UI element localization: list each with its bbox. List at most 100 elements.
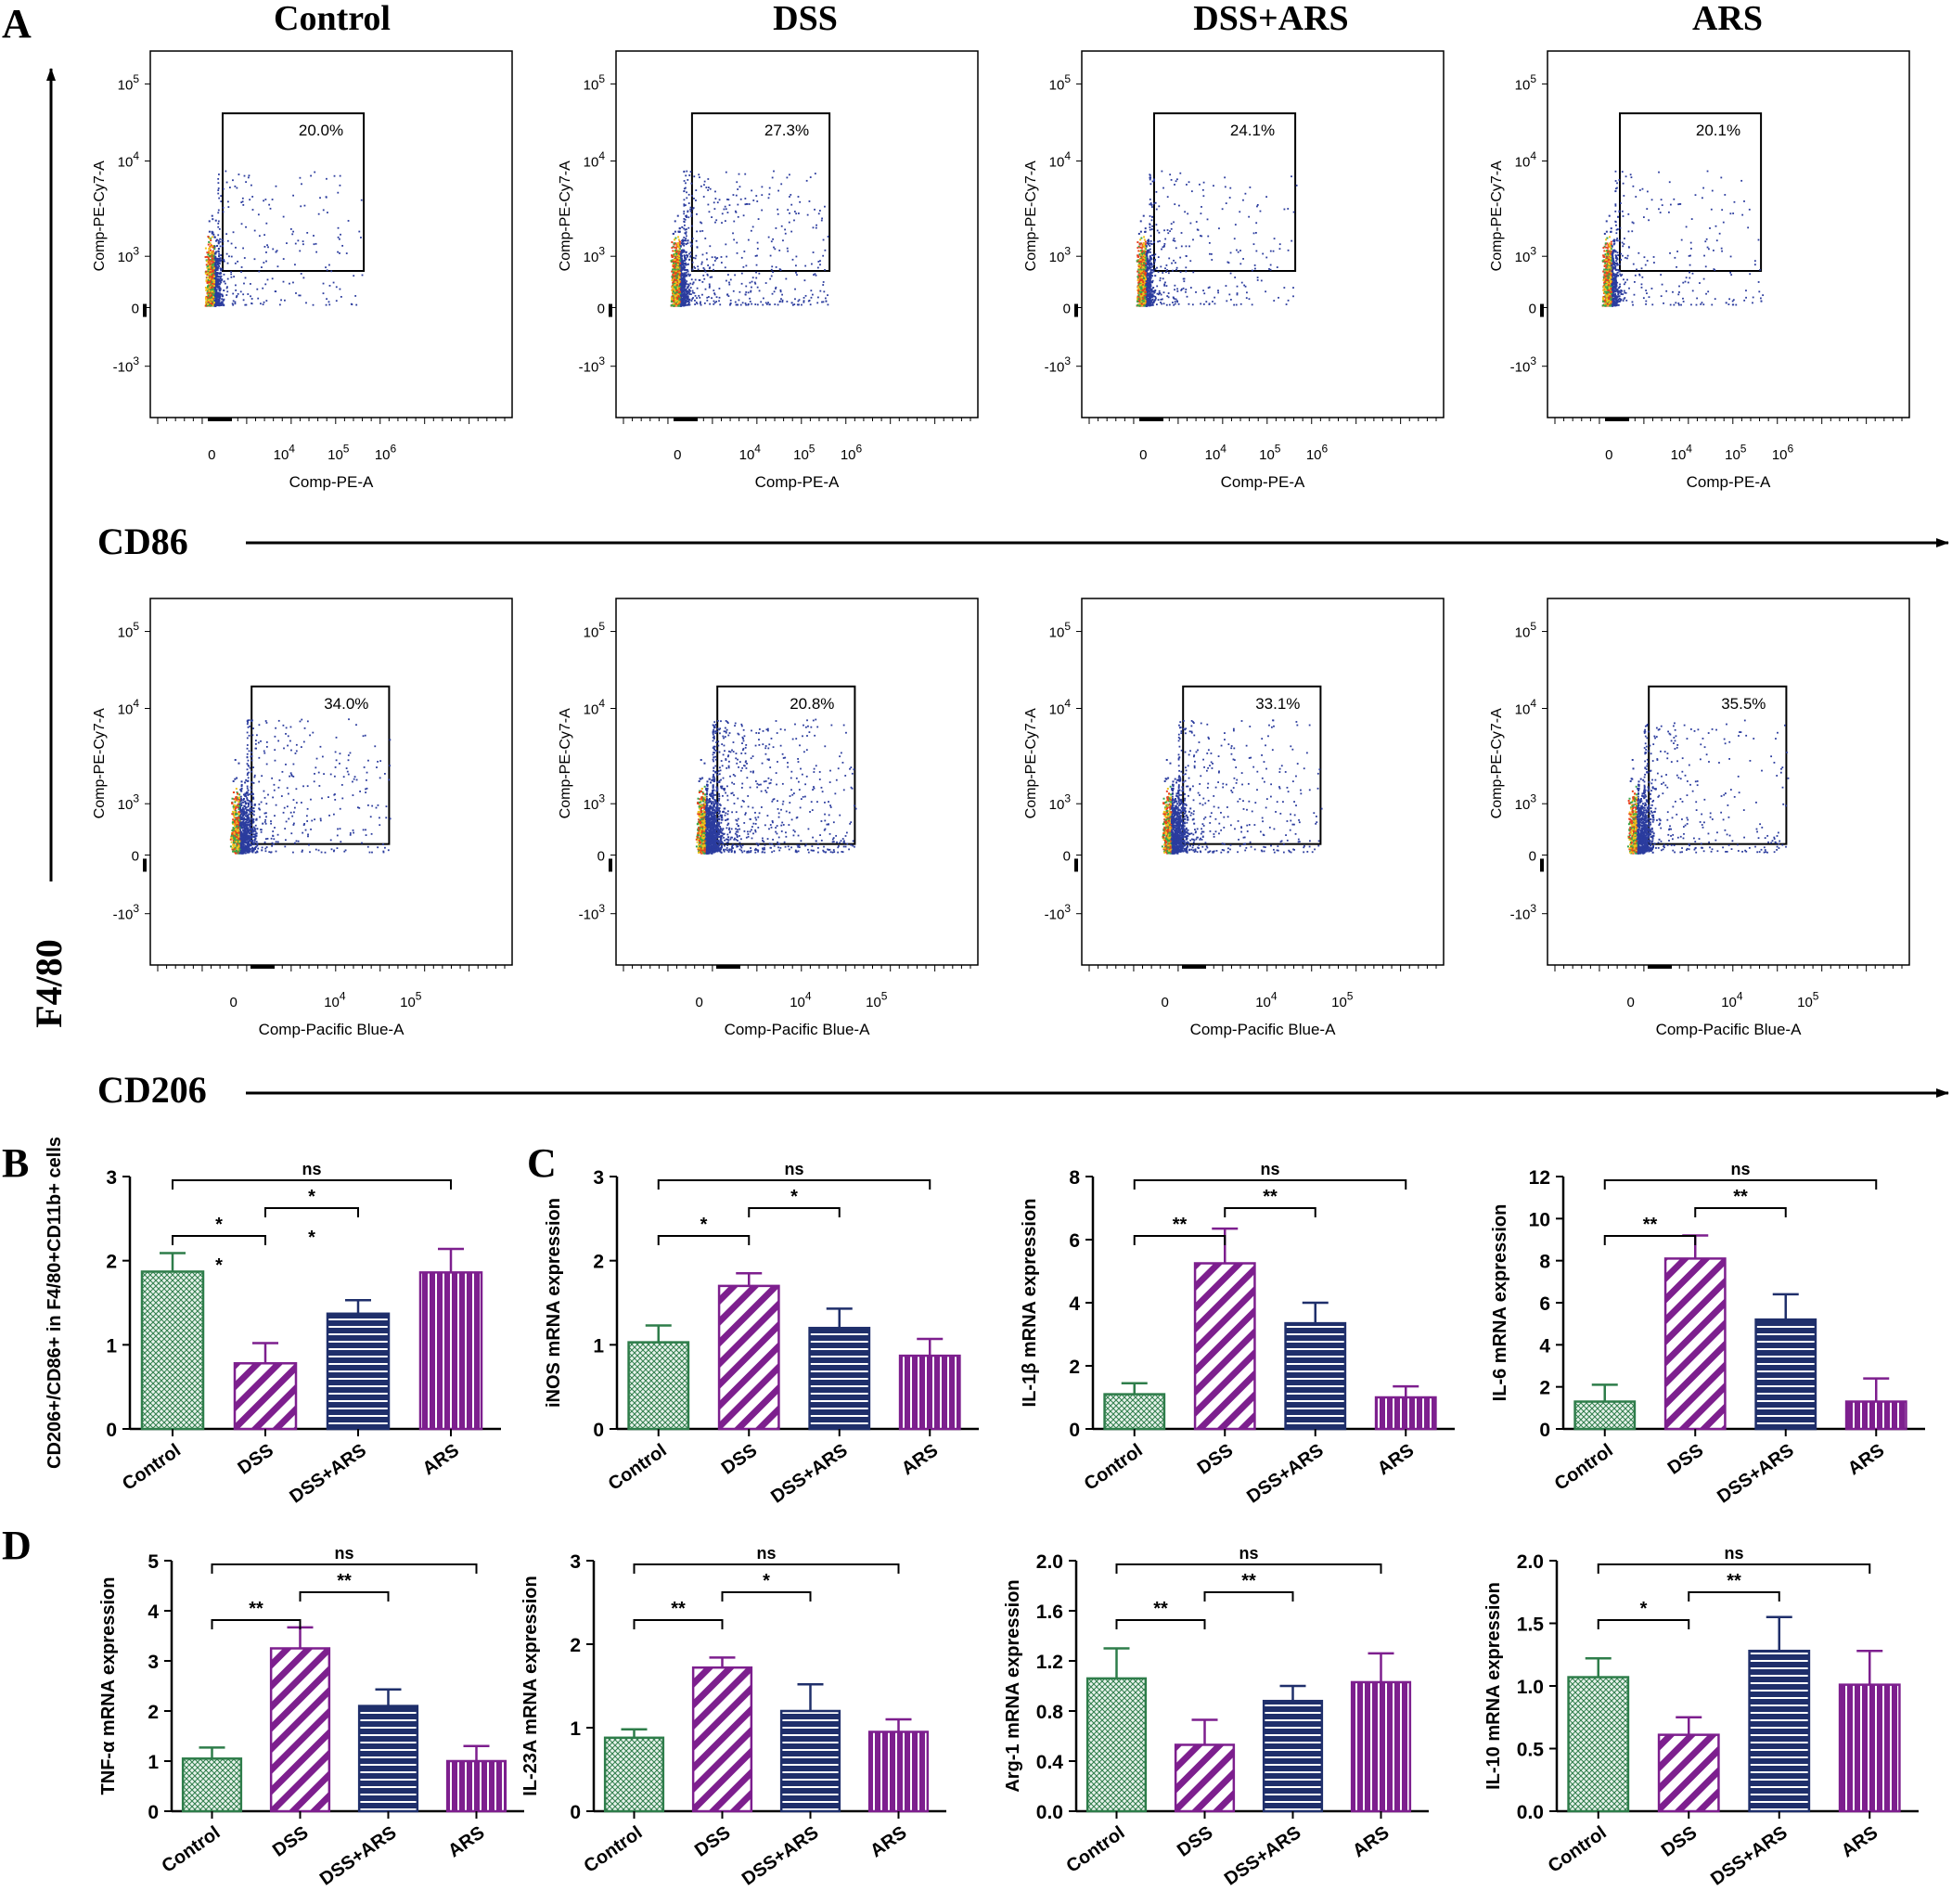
flow-dot	[685, 239, 687, 242]
flow-dot	[1256, 205, 1258, 208]
flow-dot	[1182, 287, 1185, 289]
flow-dot	[737, 215, 739, 218]
flow-dot	[702, 267, 705, 269]
flow-dot	[767, 197, 770, 199]
flow-dot	[1148, 278, 1150, 281]
flow-dot	[238, 174, 240, 175]
flow-dot	[1612, 238, 1615, 241]
flow-dot	[222, 295, 225, 298]
flow-dot	[685, 264, 687, 266]
flow-dot	[282, 258, 285, 260]
flow-dot	[1138, 259, 1141, 262]
flow-dot	[217, 234, 220, 237]
flow-dot	[213, 287, 216, 289]
flow-dot	[738, 299, 740, 302]
flow-dot	[671, 254, 674, 257]
flow-dot	[742, 214, 745, 217]
flow-dot	[1251, 269, 1253, 272]
flow-dot	[1604, 268, 1607, 271]
flow-dot	[797, 212, 800, 214]
flow-dot	[775, 227, 777, 229]
flow-dot	[1143, 297, 1146, 300]
flow-dot	[677, 245, 680, 248]
flow-dot	[284, 299, 286, 302]
flow-dot	[1149, 295, 1151, 298]
flow-dot	[1604, 261, 1607, 264]
flow-dot	[713, 292, 716, 295]
flow-dot	[780, 298, 782, 301]
flow-dot	[681, 249, 684, 251]
flow-dot	[1180, 245, 1183, 248]
flow-dot	[1143, 280, 1146, 283]
flow-dot	[1140, 302, 1143, 305]
flow-dot	[205, 270, 208, 273]
flow-dot	[756, 254, 758, 257]
flow-dot	[784, 232, 787, 235]
flow-x-tick: 106	[1306, 443, 1329, 464]
flow-dot	[223, 303, 225, 306]
flow-dot	[683, 299, 686, 301]
flow-dot	[689, 274, 691, 276]
flow-dot	[808, 200, 811, 202]
flow-dot	[713, 302, 715, 305]
flow-dot	[1147, 243, 1149, 246]
flow-dot	[215, 274, 218, 277]
flow-dot	[738, 173, 740, 175]
flow-dot	[725, 171, 727, 174]
flow-dot	[217, 281, 220, 284]
flow-dot	[1146, 298, 1149, 301]
flow-dot	[1139, 298, 1142, 301]
flow-dot	[693, 291, 696, 294]
flow-dot	[703, 180, 706, 183]
flow-dot	[269, 207, 272, 210]
flow-dot	[1146, 273, 1149, 276]
flow-dot	[729, 299, 732, 302]
flow-dot	[1146, 260, 1149, 263]
flow-dot	[793, 211, 796, 212]
flow-dot	[678, 259, 681, 262]
flow-dot	[1137, 259, 1140, 262]
flow-dot	[683, 237, 686, 238]
flow-dot	[818, 210, 821, 212]
flow-dot	[1149, 291, 1151, 294]
flow-dot	[726, 293, 728, 296]
flow-dot	[680, 288, 683, 290]
flow-dot	[1140, 264, 1143, 266]
flow-dot	[676, 302, 679, 304]
flow-dot	[1148, 290, 1150, 293]
flow-dot	[684, 289, 687, 291]
flow-y-tick: 104	[1515, 149, 1537, 171]
flow-dot	[1186, 184, 1188, 186]
flow-dot	[1251, 303, 1253, 306]
flow-dot	[1144, 259, 1147, 262]
flow-dot	[676, 296, 679, 299]
flow-dot	[1139, 295, 1142, 298]
flow-dot	[212, 269, 215, 272]
flow-dot	[707, 296, 710, 298]
flow-dot	[696, 302, 699, 305]
flow-dot	[217, 279, 220, 282]
flow-dot	[756, 286, 759, 289]
flow-dot	[1254, 232, 1257, 234]
flow-dot	[1149, 264, 1151, 267]
flow-dot	[1139, 266, 1142, 269]
flow-dot	[1150, 258, 1153, 261]
flow-dot	[1145, 251, 1148, 253]
flow-dot	[697, 265, 700, 268]
flow-dot	[1175, 247, 1177, 250]
flow-dot	[682, 287, 685, 289]
flow-dot	[1144, 265, 1147, 268]
flow-dot	[736, 241, 738, 244]
flow-dot	[694, 257, 697, 260]
flow-dot	[1146, 302, 1149, 304]
flow-dot	[671, 295, 674, 298]
flow-dot	[679, 278, 682, 281]
flow-dot	[300, 273, 302, 275]
flow-dot	[687, 290, 690, 293]
flow-dot	[1148, 264, 1150, 266]
flow-dot	[771, 265, 774, 268]
flow-dot	[692, 297, 694, 299]
flow-dot	[1137, 286, 1139, 289]
flow-dot	[1226, 300, 1228, 302]
flow-dot	[1192, 271, 1195, 274]
